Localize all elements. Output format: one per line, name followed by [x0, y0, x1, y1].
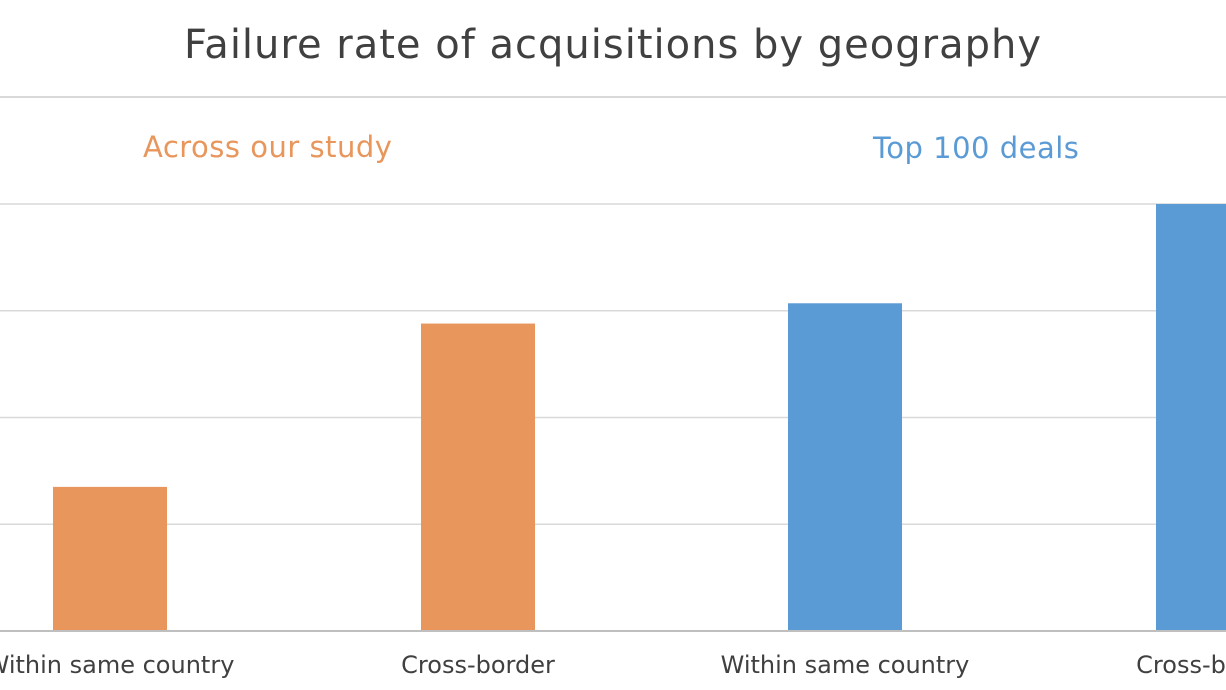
x-tick-label-1: Within same country: [0, 651, 234, 679]
bar-4: [1156, 204, 1226, 631]
bar-3: [788, 303, 902, 631]
bar-2: [421, 323, 535, 631]
group-label-top-100-deals: Top 100 deals: [873, 131, 1080, 165]
x-tick-label-2: Cross-border: [401, 651, 555, 679]
chart-title: Failure rate of acquisitions by geograph…: [183, 22, 1043, 68]
x-tick-label-3: Within same country: [721, 651, 970, 679]
x-tick-label-4: Cross-border: [1136, 651, 1226, 679]
bar-1: [53, 486, 167, 631]
group-label-across-our-study: Across our study: [143, 130, 393, 164]
